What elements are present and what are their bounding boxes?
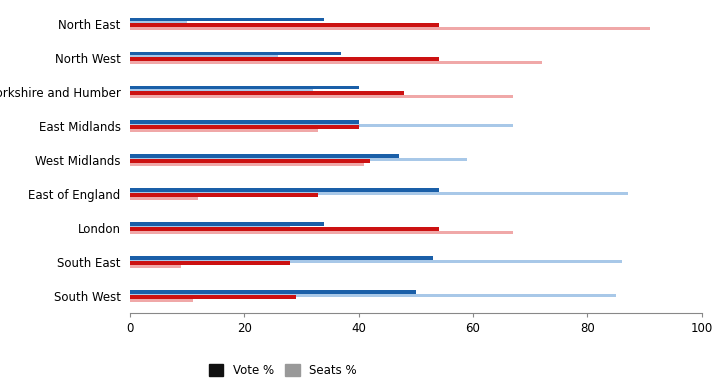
- Bar: [130, 154, 399, 157]
- Bar: [130, 125, 359, 129]
- Bar: [130, 163, 364, 166]
- Bar: [130, 260, 622, 263]
- Bar: [130, 129, 318, 132]
- Bar: [130, 231, 513, 234]
- Bar: [130, 55, 279, 59]
- Bar: [130, 222, 324, 226]
- Bar: [130, 226, 290, 229]
- Bar: [130, 294, 616, 297]
- Bar: [130, 261, 290, 265]
- Bar: [130, 91, 405, 95]
- Bar: [130, 26, 650, 30]
- Bar: [130, 159, 370, 163]
- Bar: [130, 57, 438, 60]
- Bar: [130, 191, 628, 195]
- Bar: [130, 18, 324, 21]
- Bar: [130, 256, 433, 260]
- Bar: [130, 123, 513, 127]
- Bar: [130, 23, 438, 26]
- Bar: [130, 157, 467, 161]
- Bar: [130, 265, 181, 268]
- Bar: [130, 52, 341, 55]
- Bar: [130, 197, 198, 200]
- Bar: [130, 227, 438, 231]
- Bar: [130, 60, 541, 64]
- Bar: [130, 188, 438, 191]
- Bar: [130, 295, 296, 299]
- Bar: [130, 120, 359, 123]
- Bar: [130, 193, 318, 197]
- Bar: [130, 290, 415, 294]
- Bar: [130, 21, 186, 25]
- Legend: Vote %, Seats %: Vote %, Seats %: [204, 359, 361, 382]
- Bar: [130, 89, 312, 93]
- Bar: [130, 299, 192, 302]
- Bar: [130, 95, 513, 98]
- Bar: [130, 86, 359, 89]
